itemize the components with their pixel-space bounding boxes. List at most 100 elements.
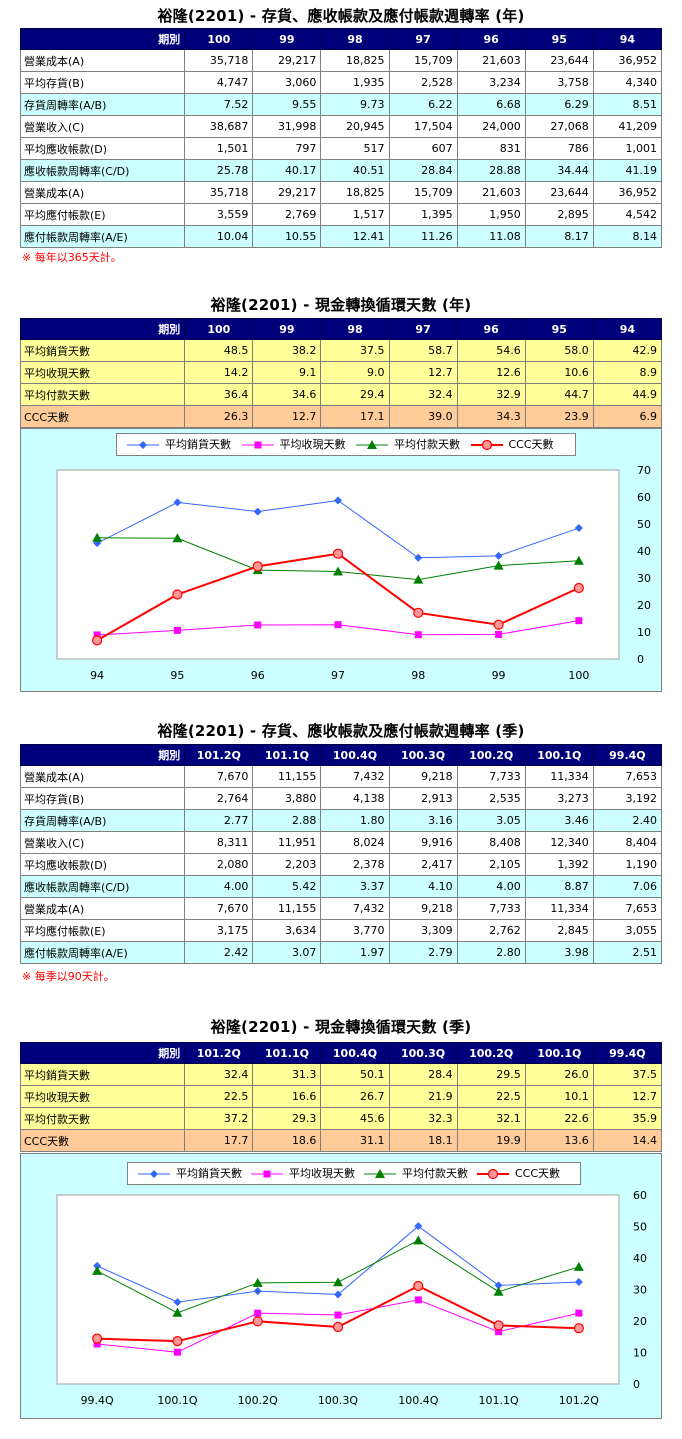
- series-4: [92, 548, 584, 646]
- row-label: 存貨周轉率(A/B): [19, 93, 186, 116]
- table-cell: 54.6: [456, 339, 526, 362]
- table-cell: 17.1: [320, 405, 390, 428]
- table-cell: 36,952: [592, 49, 663, 72]
- data-point: [92, 1333, 103, 1344]
- table-cell: 8.9: [592, 361, 663, 384]
- quarterly-turnover-table: 期別 101.2Q 101.1Q 100.4Q 100.3Q 100.2Q 100.1Q 99…: [19, 744, 663, 964]
- table-cell: 32.4: [388, 383, 458, 406]
- column-header: 95: [524, 318, 594, 340]
- table-cell: 23,644: [524, 181, 594, 204]
- data-point: [172, 589, 183, 600]
- table-cell: 7,653: [592, 897, 663, 920]
- table-cell: 8,311: [184, 831, 254, 854]
- table-cell: 831: [456, 137, 526, 160]
- table-cell: 2.80: [456, 941, 526, 964]
- table-cell: 32.9: [456, 383, 526, 406]
- table-cell: 2.88: [252, 809, 322, 832]
- data-point: [254, 1309, 262, 1317]
- column-header: 100.2Q: [456, 744, 526, 766]
- y-tick-label: 60: [637, 491, 651, 504]
- series-3: [92, 1235, 584, 1317]
- table-cell: 6.22: [388, 93, 458, 116]
- y-tick-label: 0: [633, 1378, 640, 1391]
- legend-item: 平均付款天數: [354, 437, 465, 453]
- legend-swatch: [251, 1170, 283, 1178]
- table-cell: 22.5: [456, 1085, 526, 1108]
- legend-item: 平均銷貨天數: [136, 1166, 245, 1182]
- table-cell: 8,404: [592, 831, 663, 854]
- table-header-row: 期別 101.2Q 101.1Q 100.4Q 100.3Q 100.2Q 100.1Q 99…: [19, 744, 663, 766]
- row-label: 平均存貨(B): [19, 787, 186, 810]
- data-point: [573, 1323, 584, 1334]
- quarterly-turnover-note: ※ 每季以90天計。: [22, 970, 115, 983]
- table-cell: 3.05: [456, 809, 526, 832]
- x-tick-label: 100: [568, 669, 589, 682]
- data-point: [172, 533, 183, 543]
- table-cell: 2,378: [320, 853, 390, 876]
- legend-item: 平均銷貨天數: [125, 437, 236, 453]
- data-point: [252, 561, 263, 572]
- series-4: [92, 1280, 584, 1347]
- row-label: 應付帳款周轉率(A/E): [19, 941, 186, 964]
- column-header: 96: [456, 318, 526, 340]
- data-point: [413, 607, 424, 618]
- table-cell: 9.1: [252, 361, 322, 384]
- column-header: 101.1Q: [252, 1042, 322, 1064]
- table-cell: 3,175: [184, 919, 254, 942]
- row-label: CCC天數: [19, 1129, 186, 1152]
- table-cell: 16.6: [252, 1085, 322, 1108]
- row-label: 平均銷貨天數: [19, 1063, 186, 1086]
- table-cell: 11.08: [456, 225, 526, 248]
- table-cell: 26.0: [524, 1063, 594, 1086]
- table-row: 應付帳款周轉率(A/E) 10.04 10.55 12.41 11.26 11.08 8.1…: [19, 225, 663, 248]
- table-cell: 2,528: [388, 71, 458, 94]
- table-cell: 7,432: [320, 765, 390, 788]
- column-header: 94: [592, 318, 663, 340]
- x-tick-label: 94: [90, 669, 104, 682]
- x-tick-label: 100.2Q: [238, 1394, 278, 1407]
- table-cell: 3,273: [524, 787, 594, 810]
- table-cell: 4.00: [184, 875, 254, 898]
- data-point: [92, 532, 103, 542]
- table-cell: 2,105: [456, 853, 526, 876]
- row-label: 平均應收帳款(D): [19, 137, 186, 160]
- column-header: 100.4Q: [320, 744, 390, 766]
- chart-legend: 平均銷貨天數 平均收現天數 平均付款天數 CCC天數: [127, 1162, 581, 1185]
- table-cell: 3.98: [524, 941, 594, 964]
- column-header: 99: [252, 28, 322, 50]
- x-tick-label: 101.2Q: [559, 1394, 599, 1407]
- table-cell: 607: [388, 137, 458, 160]
- table-row: 營業成本(A) 35,718 29,217 18,825 15,709 21,603 23,…: [19, 181, 663, 204]
- column-header: 97: [388, 318, 458, 340]
- table-cell: 3.46: [524, 809, 594, 832]
- table-cell: 2,764: [184, 787, 254, 810]
- table-cell: 3,309: [388, 919, 458, 942]
- row-label: 平均付款天數: [19, 383, 186, 406]
- table-row: 平均存貨(B) 2,764 3,880 4,138 2,913 2,535 3,273 3,1…: [19, 787, 663, 810]
- table-cell: 3,559: [184, 203, 254, 226]
- table-cell: 10.04: [184, 225, 254, 248]
- data-point: [493, 1320, 504, 1331]
- table-header-row: 期別 100 99 98 97 96 95 94: [19, 28, 663, 50]
- table-cell: 7.52: [184, 93, 254, 116]
- row-label: 平均收現天數: [19, 361, 186, 384]
- table-cell: 8.51: [592, 93, 663, 116]
- data-point: [413, 1280, 424, 1292]
- table-row: 營業收入(C) 8,311 11,951 8,024 9,916 8,408 12,340 8…: [19, 831, 663, 854]
- legend-item: 平均付款天數: [362, 1166, 471, 1182]
- table-cell: 8.87: [524, 875, 594, 898]
- legend-label: CCC天數: [515, 1167, 561, 1180]
- data-point: [334, 621, 342, 629]
- row-label: 營業成本(A): [19, 181, 186, 204]
- y-tick-label: 30: [633, 1284, 647, 1297]
- table-row: 平均應收帳款(D) 1,501 797 517 607 831 786 1,001: [19, 137, 663, 160]
- legend-item: 平均收現天數: [249, 1166, 358, 1182]
- table-cell: 1.80: [320, 809, 390, 832]
- quarterly-turnover-title: 裕隆(2201) - 存貨、應收帳款及應付帳款週轉率 (季): [157, 722, 525, 740]
- table-cell: 50.1: [320, 1063, 390, 1086]
- data-point: [252, 1277, 263, 1287]
- table-cell: 18.1: [388, 1129, 458, 1152]
- data-point: [573, 1261, 584, 1271]
- row-label: 平均應收帳款(D): [19, 853, 186, 876]
- table-cell: 1.97: [320, 941, 390, 964]
